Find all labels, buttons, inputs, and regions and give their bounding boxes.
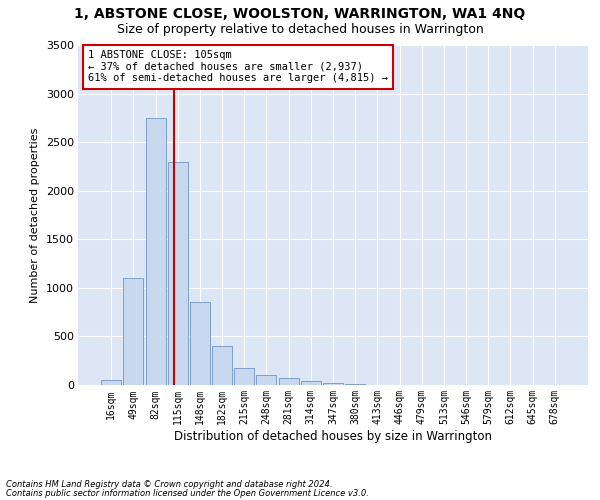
Bar bbox=[168, 162, 188, 385]
Text: 1 ABSTONE CLOSE: 105sqm
← 37% of detached houses are smaller (2,937)
61% of semi: 1 ABSTONE CLOSE: 105sqm ← 37% of detache… bbox=[88, 50, 388, 84]
Bar bbox=[124, 278, 143, 385]
Bar bbox=[256, 376, 277, 385]
Y-axis label: Number of detached properties: Number of detached properties bbox=[30, 128, 40, 302]
Bar bbox=[234, 368, 254, 385]
Bar bbox=[101, 380, 121, 385]
Bar bbox=[212, 346, 232, 385]
Text: Contains HM Land Registry data © Crown copyright and database right 2024.: Contains HM Land Registry data © Crown c… bbox=[6, 480, 332, 489]
Text: 1, ABSTONE CLOSE, WOOLSTON, WARRINGTON, WA1 4NQ: 1, ABSTONE CLOSE, WOOLSTON, WARRINGTON, … bbox=[74, 8, 526, 22]
Bar bbox=[146, 118, 166, 385]
Bar bbox=[190, 302, 210, 385]
Bar bbox=[278, 378, 299, 385]
Bar bbox=[323, 383, 343, 385]
X-axis label: Distribution of detached houses by size in Warrington: Distribution of detached houses by size … bbox=[174, 430, 492, 443]
Bar bbox=[301, 381, 321, 385]
Bar bbox=[345, 384, 365, 385]
Text: Size of property relative to detached houses in Warrington: Size of property relative to detached ho… bbox=[116, 22, 484, 36]
Text: Contains public sector information licensed under the Open Government Licence v3: Contains public sector information licen… bbox=[6, 488, 369, 498]
